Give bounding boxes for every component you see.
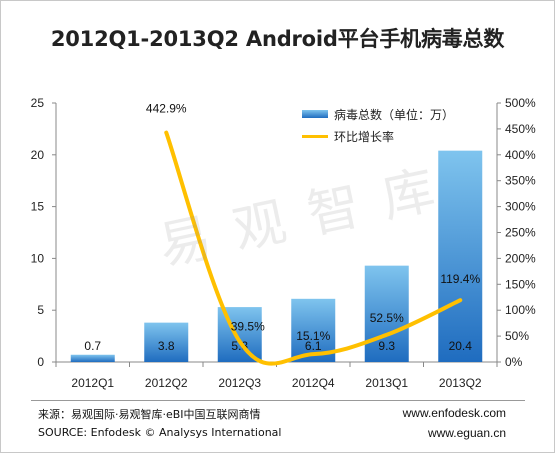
y-left-tick-label: 10 [31, 251, 45, 265]
x-tick-label: 2012Q1 [71, 376, 114, 390]
bar-value-labels: 0.7 3.8 5.3 6.1 9.3 20.4 [84, 339, 472, 353]
legend-line-label: 环比增长率 [334, 129, 395, 144]
bar-value-label: 9.3 [378, 339, 395, 353]
y-left-tick-label: 25 [31, 96, 45, 110]
bar [438, 150, 483, 362]
bar-value-label: 3.8 [158, 339, 175, 353]
growth-rate-label: 39.5% [231, 320, 265, 334]
growth-rate-label: 442.9% [146, 102, 187, 116]
y-left-tick-label: 15 [31, 200, 45, 214]
x-tick-label: 2012Q2 [145, 376, 188, 390]
y-left-tick-label: 20 [31, 148, 45, 162]
footer-divider [31, 400, 525, 401]
bar [70, 354, 115, 362]
y-right-tick-label: 200% [505, 251, 536, 265]
growth-rate-label: 52.5% [370, 311, 404, 325]
y-right-tick-label: 100% [505, 303, 536, 317]
y-right-tick-label: 150% [505, 277, 536, 291]
y-right-tick-label: 400% [505, 148, 536, 162]
y-right-tick-label: 450% [505, 122, 536, 136]
bar [144, 322, 189, 362]
y-left-tick-label: 0 [37, 355, 44, 369]
y-right-tick-label: 350% [505, 174, 536, 188]
line-series [164, 130, 463, 366]
bar-series [70, 150, 483, 362]
x-tick-label: 2013Q2 [439, 376, 482, 390]
legend-bar-label: 病毒总数（单位：万） [334, 107, 455, 122]
legend-item-line: 环比增长率 [302, 125, 454, 147]
legend-bar-swatch [302, 110, 328, 118]
line-value-labels: 442.9% 39.5% 15.1% 52.5% 119.4% [146, 102, 481, 344]
bar-value-label: 6.1 [305, 339, 322, 353]
y-right-tick-label: 0% [505, 355, 523, 369]
x-tick-label: 2012Q3 [218, 376, 261, 390]
site-link-enfodesk[interactable]: www.enfodesk.com [402, 406, 506, 420]
y-left-tick-label: 5 [37, 303, 44, 317]
growth-rate-label: 15.1% [296, 329, 330, 343]
y-right-tick-label: 250% [505, 226, 536, 240]
growth-rate-line [164, 130, 463, 366]
source-cn: 来源：易观国际·易观智库·eBI中国互联网商情 [38, 408, 261, 421]
x-tick-label: 2012Q4 [292, 376, 335, 390]
bar-value-label: 20.4 [449, 339, 473, 353]
growth-rate-label: 119.4% [440, 272, 480, 286]
chart-title: 2012Q1-2013Q2 Android平台手机病毒总数 [50, 27, 505, 51]
x-tick-label: 2013Q1 [365, 376, 408, 390]
source-en: SOURCE: Enfodesk © Analysys Internationa… [38, 426, 282, 439]
legend-line-swatch [302, 134, 328, 138]
y-right-tick-label: 50% [505, 329, 529, 343]
bar-value-label: 0.7 [84, 339, 101, 353]
legend: 病毒总数（单位：万） 环比增长率 [302, 103, 454, 147]
y-right-tick-label: 500% [505, 96, 536, 110]
site-link-eguan[interactable]: www.eguan.cn [427, 426, 506, 440]
y-right-tick-label: 300% [505, 200, 536, 214]
tick-labels: 05101520250%50%100%150%200%250%300%350%4… [31, 96, 536, 390]
legend-item-bar: 病毒总数（单位：万） [302, 103, 454, 125]
bar [364, 265, 409, 362]
